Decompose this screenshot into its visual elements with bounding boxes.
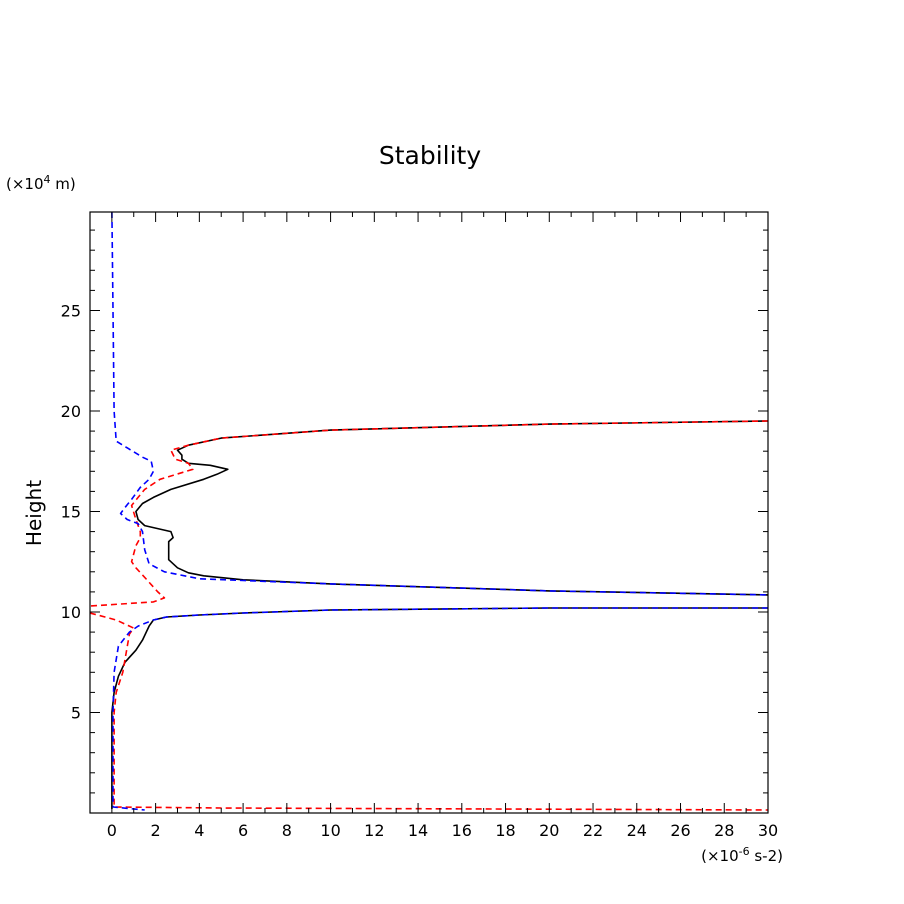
series-line-blue-dashed	[111, 212, 768, 596]
series-line-black-solid	[111, 607, 768, 809]
x-unit-prefix: (×10	[701, 847, 739, 865]
series-line-red-dashed	[90, 420, 768, 607]
x-tick-label: 18	[495, 821, 515, 840]
x-tick-label: 20	[539, 821, 559, 840]
y-axis-label: Height	[22, 480, 46, 546]
x-unit-suffix: s-2)	[750, 847, 783, 865]
y-tick-label: 20	[61, 402, 81, 421]
y-unit-exponent: 4	[44, 173, 51, 186]
x-tick-label: 2	[151, 821, 161, 840]
x-unit-label: (×10-6 s-2)	[701, 845, 783, 865]
series-line-red-dashed	[90, 612, 768, 811]
x-tick-label: 0	[107, 821, 117, 840]
x-unit-exponent: -6	[739, 845, 750, 858]
x-tick-label: 6	[238, 821, 248, 840]
x-tick-label: 28	[714, 821, 734, 840]
x-tick-label: 8	[282, 821, 292, 840]
chart-title: Stability	[379, 141, 482, 170]
x-tick-label: 24	[627, 821, 647, 840]
series-layer	[90, 212, 768, 811]
x-tick-label: 10	[320, 821, 340, 840]
x-tick-label: 14	[408, 821, 428, 840]
y-tick-label: 25	[61, 301, 81, 320]
x-tick-label: 22	[583, 821, 603, 840]
x-tick-label: 26	[670, 821, 690, 840]
x-tick-label: 30	[758, 821, 778, 840]
y-unit-prefix: (×10	[6, 175, 44, 193]
x-tick-label: 16	[452, 821, 472, 840]
y-tick-label: 15	[61, 502, 81, 521]
y-unit-label: (×104 m)	[6, 173, 76, 193]
plot-frame	[89, 211, 769, 814]
y-unit-suffix: m)	[51, 175, 76, 193]
series-line-black-solid	[135, 420, 768, 596]
x-tick-label: 4	[194, 821, 204, 840]
x-tick-label: 12	[364, 821, 384, 840]
series-line-blue-dashed	[112, 607, 768, 811]
y-tick-label: 10	[61, 603, 81, 622]
y-tick-label: 5	[71, 703, 81, 722]
